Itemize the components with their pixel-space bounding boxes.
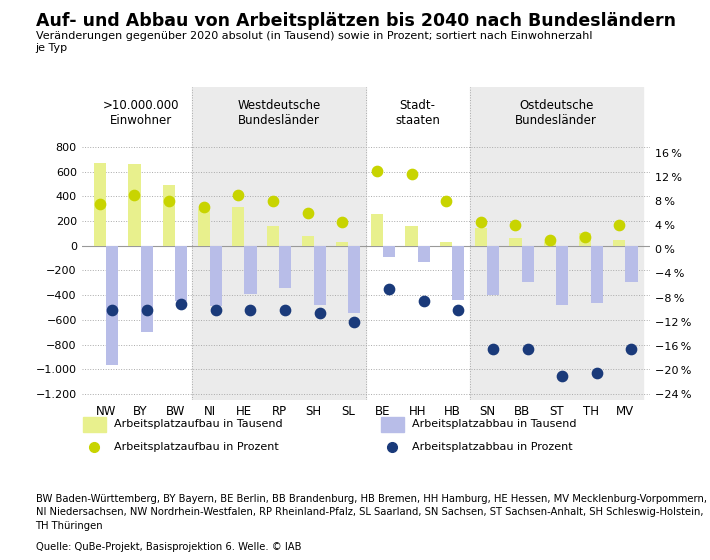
Bar	[544, 242, 556, 246]
Bar	[175, 246, 187, 301]
Bar	[371, 213, 383, 246]
Bar	[383, 246, 395, 257]
Point	[440, 197, 452, 206]
Text: Auf- und Abbau von Arbeitsplätzen bis 2040 nach Bundesländern: Auf- und Abbau von Arbeitsplätzen bis 20…	[36, 12, 675, 30]
Text: Quelle: QuBe-Projekt, Basisprojektion 6. Welle. © IAB: Quelle: QuBe-Projekt, Basisprojektion 6.…	[36, 542, 301, 552]
Point	[198, 203, 209, 212]
Point	[210, 305, 222, 314]
Text: Ostdeutsche
Bundesländer: Ostdeutsche Bundesländer	[515, 99, 597, 127]
Bar	[626, 246, 638, 282]
Bar	[469, 87, 643, 134]
Text: NI Niedersachsen, NW Nordrhein-Westfalen, RP Rheinland-Pfalz, SL Saarland, SN Sa: NI Niedersachsen, NW Nordrhein-Westfalen…	[36, 507, 703, 517]
Bar	[192, 134, 366, 400]
Bar	[522, 246, 534, 282]
Bar	[591, 246, 603, 302]
Bar	[349, 246, 361, 312]
Point	[591, 368, 603, 377]
Bar	[440, 242, 452, 246]
Bar	[192, 87, 366, 134]
Bar	[244, 246, 256, 294]
Point	[349, 318, 360, 326]
Bar	[509, 239, 522, 246]
Bar	[337, 242, 349, 246]
Text: Veränderungen gegenüber 2020 absolut (in Tausend) sowie in Prozent; sortiert nac: Veränderungen gegenüber 2020 absolut (in…	[36, 31, 592, 53]
Bar	[469, 134, 643, 400]
Point	[545, 236, 556, 245]
Point	[371, 166, 383, 175]
Point	[337, 218, 348, 227]
Bar	[613, 240, 626, 246]
Point	[163, 197, 175, 206]
Point	[129, 190, 140, 199]
Point	[94, 199, 106, 208]
Point	[406, 169, 417, 178]
Bar	[129, 164, 141, 246]
Point	[280, 305, 291, 314]
Point	[613, 221, 625, 230]
Point	[487, 344, 498, 353]
Bar	[475, 228, 487, 246]
Point	[106, 305, 118, 314]
Point	[302, 208, 313, 217]
Bar	[106, 246, 118, 365]
Bar	[267, 226, 279, 246]
Bar	[405, 226, 417, 246]
Bar	[452, 246, 464, 300]
Bar	[197, 209, 209, 246]
Bar	[556, 246, 568, 305]
Text: Westdeutsche
Bundesländer: Westdeutsche Bundesländer	[237, 99, 321, 127]
Text: >10.000.000
Einwohner: >10.000.000 Einwohner	[102, 99, 179, 127]
Bar	[302, 236, 314, 246]
Point	[522, 344, 533, 353]
Point	[268, 197, 279, 206]
Point	[475, 218, 486, 227]
Bar	[94, 163, 106, 246]
Bar	[83, 417, 106, 432]
Point	[245, 305, 256, 314]
Point	[418, 296, 430, 305]
Text: BW Baden-Württemberg, BY Bayern, BE Berlin, BB Brandenburg, HB Bremen, HH Hambur: BW Baden-Württemberg, BY Bayern, BE Berl…	[36, 494, 706, 504]
Text: Arbeitsplatzaufbau in Prozent: Arbeitsplatzaufbau in Prozent	[114, 442, 279, 452]
Bar	[314, 246, 326, 305]
Bar	[417, 246, 430, 262]
Bar	[232, 207, 244, 246]
Point	[175, 299, 187, 308]
Point	[626, 344, 637, 353]
Text: Arbeitsplatzabbau in Prozent: Arbeitsplatzabbau in Prozent	[412, 442, 573, 452]
Point	[141, 305, 152, 314]
Text: Arbeitsplatzaufbau in Tausend: Arbeitsplatzaufbau in Tausend	[114, 419, 283, 430]
Text: Arbeitsplatzabbau in Tausend: Arbeitsplatzabbau in Tausend	[412, 419, 577, 430]
Point	[233, 190, 244, 199]
Bar	[141, 246, 153, 332]
Point	[383, 284, 395, 293]
Point	[557, 372, 568, 381]
Point	[510, 221, 521, 230]
Point	[314, 308, 325, 317]
Bar	[279, 246, 291, 288]
Bar	[487, 246, 499, 295]
Bar	[209, 246, 222, 306]
Bar	[381, 417, 404, 432]
Text: TH Thüringen: TH Thüringen	[36, 521, 103, 531]
Bar	[579, 234, 591, 246]
Point	[452, 305, 464, 314]
Point	[579, 233, 591, 242]
Bar	[163, 185, 175, 246]
Text: Stadt-
staaten: Stadt- staaten	[395, 99, 440, 127]
